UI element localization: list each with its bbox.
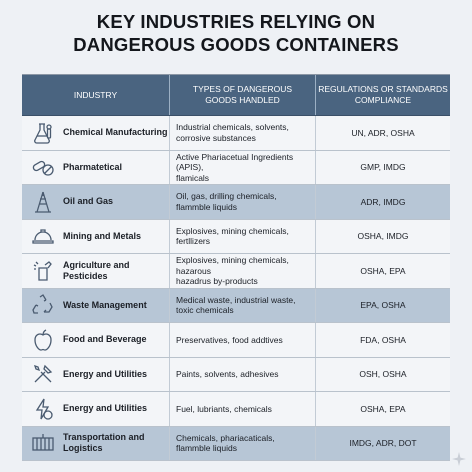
types-cell: Explosives, mining chemicals, fertllizer… xyxy=(170,219,316,253)
table-row: Agriculture and Pesticides Explosives, mi… xyxy=(22,254,450,289)
industry-label: Mining and Metals xyxy=(63,230,142,241)
industry-cell: Mining and Metals xyxy=(22,219,170,253)
industry-label: Food and Beverage xyxy=(63,334,147,345)
title-line-2: DANGEROUS GOODS CONTAINERS xyxy=(73,34,399,55)
oil-rig-icon xyxy=(30,189,56,215)
regulations-cell: ADR, IMDG xyxy=(360,196,406,207)
industry-cell: Agriculture and Pesticides xyxy=(22,254,170,288)
hard-hat-icon xyxy=(30,223,56,249)
regulations-cell: OSH, OSHA xyxy=(359,369,407,379)
regulations-cell: OSHA, EPA xyxy=(360,403,406,414)
industry-label: Oil and Gas xyxy=(63,196,114,207)
types-cell: Active Phariacetual Ingredients (APIS), … xyxy=(170,150,316,184)
table-row: Food and Beverage Preservatives, food add… xyxy=(22,323,450,358)
table-row: Energy and Utilities Fuel, lubriants, che… xyxy=(22,392,450,427)
regulations-cell: UN, ADR, OSHA xyxy=(351,127,415,138)
tools-icon xyxy=(30,361,56,387)
header-types: TYPES OF DANGEROUS GOODS HANDLED xyxy=(170,75,316,115)
table-row: Chemical Manufacturing Industrial chemica… xyxy=(22,116,450,151)
industry-label: Agriculture and Pesticides xyxy=(63,259,130,281)
types-cell: Industrial chemicals, solvents, corrosiv… xyxy=(170,116,316,150)
regulations-cell: OSHA, EPA xyxy=(360,265,406,276)
industry-cell: Oil and Gas xyxy=(22,185,170,219)
table-header: INDUSTRY TYPES OF DANGEROUS GOODS HANDLE… xyxy=(22,75,450,116)
regulations-cell: IMDG, ADR, DOT xyxy=(349,438,417,448)
types-cell: Explosives, mining chemicals, hazarous h… xyxy=(170,254,316,288)
table-row: Pharmatetical Active Phariacetual Ingredi… xyxy=(22,150,450,185)
industry-label: Waste Management xyxy=(63,299,147,310)
table-row: Transportation and Logistics Chemicals, p… xyxy=(22,426,450,461)
container-icon xyxy=(30,430,56,456)
header-regulations: REGULATIONS OR STANDARDS COMPLIANCE xyxy=(318,84,448,105)
industry-cell: Energy and Utilities xyxy=(22,357,170,391)
types-cell: Paints, solvents, adhesives xyxy=(170,357,316,391)
apple-icon xyxy=(30,327,56,353)
industry-label: Energy and Utilities xyxy=(63,368,148,379)
industry-cell: Energy and Utilities xyxy=(22,392,170,426)
table-row: Waste Management Medical waste, industria… xyxy=(22,288,450,323)
industries-table: INDUSTRY TYPES OF DANGEROUS GOODS HANDLE… xyxy=(22,74,450,461)
regulations-cell: FDA, OSHA xyxy=(360,334,406,345)
table-body: Chemical Manufacturing Industrial chemica… xyxy=(22,116,450,461)
industry-label: Energy and Utilities xyxy=(63,403,148,414)
regulations-cell: OSHA, IMDG xyxy=(357,231,409,241)
table-row: Oil and Gas Oil, gas, drilling chemicals,… xyxy=(22,185,450,220)
sprayer-icon xyxy=(30,258,56,284)
industry-label: Pharmatetical xyxy=(63,161,123,172)
pills-icon xyxy=(30,154,56,180)
industry-cell: Waste Management xyxy=(22,288,170,322)
industry-label: Transportation and Logistics xyxy=(63,432,145,454)
types-cell: Oil, gas, drilling chemicals, flammble l… xyxy=(170,185,316,219)
regulations-cell: GMP, IMDG xyxy=(360,162,406,172)
industry-label: Chemical Manufacturing xyxy=(63,127,168,138)
industry-cell: Pharmatetical xyxy=(22,150,170,184)
types-cell: Preservatives, food addtives xyxy=(170,323,316,357)
types-cell: Chemicals, phariacaticals, flammble liqu… xyxy=(170,426,316,460)
types-cell: Fuel, lubriants, chemicals xyxy=(170,392,316,426)
types-cell: Medical waste, industrial waste, toxic c… xyxy=(170,288,316,322)
table-row: Mining and Metals Explosives, mining chem… xyxy=(22,219,450,254)
flask-icon xyxy=(30,120,56,146)
industry-cell: Chemical Manufacturing xyxy=(22,116,170,150)
regulations-cell: EPA, OSHA xyxy=(360,300,406,310)
page-title: KEY INDUSTRIES RELYING ON DANGEROUS GOOD… xyxy=(0,10,472,56)
energy-icon xyxy=(30,396,56,422)
sparkle-icon xyxy=(452,452,466,466)
industry-cell: Food and Beverage xyxy=(22,323,170,357)
table-row: Energy and Utilities Paints, solvents, ad… xyxy=(22,357,450,392)
header-industry: INDUSTRY xyxy=(22,75,170,115)
recycle-icon xyxy=(30,292,56,318)
title-line-1: KEY INDUSTRIES RELYING ON xyxy=(96,11,376,32)
industry-cell: Transportation and Logistics xyxy=(22,426,170,460)
